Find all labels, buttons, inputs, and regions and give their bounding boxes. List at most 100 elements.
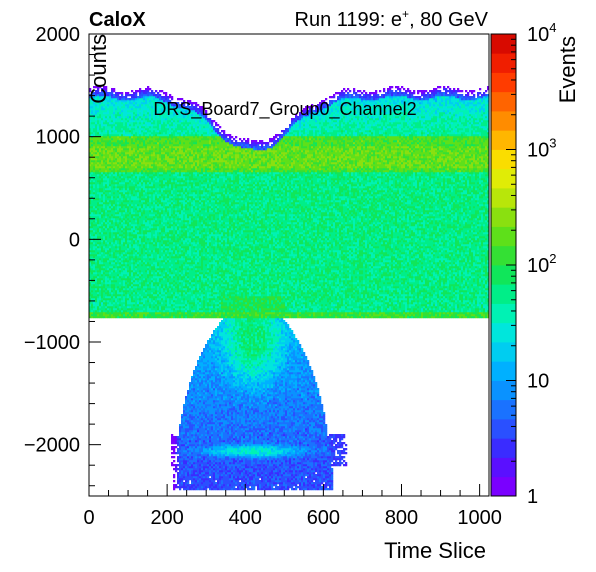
heatmap-cell	[157, 172, 160, 175]
heatmap-cell	[109, 220, 112, 223]
heatmap-cell	[113, 316, 116, 319]
heatmap-cell	[117, 96, 120, 99]
heatmap-cell	[135, 106, 138, 109]
heatmap-cell	[151, 226, 154, 229]
heatmap-cell	[125, 126, 128, 129]
heatmap-cell	[99, 268, 102, 271]
heatmap-cell	[161, 260, 164, 263]
heatmap-cell	[107, 296, 110, 299]
heatmap-cell	[139, 260, 142, 263]
heatmap-cell	[159, 314, 162, 317]
heatmap-cell	[105, 214, 108, 217]
heatmap-cell	[145, 286, 148, 289]
heatmap-cell	[107, 232, 110, 235]
heatmap-cell	[135, 200, 138, 203]
heatmap-cell	[167, 170, 170, 173]
heatmap-cell	[119, 160, 122, 163]
heatmap-cell	[109, 242, 112, 245]
heatmap-cell	[145, 258, 148, 261]
heatmap-cell	[131, 124, 134, 127]
heatmap-cell	[167, 174, 170, 177]
heatmap-cell	[115, 238, 118, 241]
heatmap-cell	[175, 268, 178, 271]
heatmap-cell	[101, 148, 104, 151]
heatmap-cell	[169, 204, 172, 207]
heatmap-cell	[141, 150, 144, 153]
heatmap-cell	[163, 284, 166, 287]
heatmap-cell	[133, 290, 136, 293]
heatmap-cell	[95, 234, 98, 237]
heatmap-cell	[111, 276, 114, 279]
heatmap-cell	[137, 186, 140, 189]
heatmap-cell	[171, 292, 174, 295]
heatmap-cell	[135, 202, 138, 205]
heatmap-cell	[121, 228, 124, 231]
heatmap-cell	[123, 262, 126, 265]
heatmap-cell	[119, 224, 122, 227]
heatmap-cell	[165, 232, 168, 235]
heatmap-cell	[103, 244, 106, 247]
heatmap-cell	[173, 452, 176, 455]
heatmap-cell	[111, 122, 114, 125]
heatmap-cell	[107, 190, 110, 193]
heatmap-cell	[131, 184, 134, 187]
heatmap-cell	[159, 252, 162, 255]
heatmap-cell	[175, 250, 178, 253]
heatmap-cell	[129, 138, 132, 141]
heatmap-cell	[165, 192, 168, 195]
heatmap-cell	[173, 172, 176, 175]
heatmap-cell	[123, 264, 126, 267]
heatmap-cell	[143, 218, 146, 221]
heatmap-cell	[141, 210, 144, 213]
heatmap-cell	[143, 118, 146, 121]
heatmap-cell	[151, 104, 154, 107]
heatmap-cell	[135, 100, 138, 103]
heatmap-cell	[159, 256, 162, 259]
heatmap-cell	[165, 294, 168, 297]
heatmap-cell	[165, 98, 168, 101]
heatmap-cell	[107, 220, 110, 223]
heatmap-cell	[97, 140, 100, 143]
heatmap-cell	[117, 132, 120, 135]
heatmap-cell	[121, 152, 124, 155]
heatmap-cell	[139, 210, 142, 213]
heatmap-cell	[99, 152, 102, 155]
heatmap-cell	[119, 284, 122, 287]
heatmap-cell	[151, 116, 154, 119]
heatmap-cell	[121, 220, 124, 223]
heatmap-cell	[117, 234, 120, 237]
heatmap-cell	[161, 226, 164, 229]
heatmap-cell	[107, 136, 110, 139]
heatmap-cell	[93, 314, 96, 317]
heatmap-cell	[123, 274, 126, 277]
heatmap-cell	[93, 206, 96, 209]
heatmap-cell	[91, 158, 94, 161]
heatmap-cell	[153, 176, 156, 179]
heatmap-cell	[95, 286, 98, 289]
heatmap-cell	[137, 176, 140, 179]
heatmap-cell	[169, 300, 172, 303]
heatmap-cell	[129, 136, 132, 139]
heatmap-cell	[105, 162, 108, 165]
heatmap-cell	[91, 298, 94, 301]
heatmap-cell	[157, 174, 160, 177]
heatmap-cell	[131, 116, 134, 119]
heatmap-cell	[125, 252, 128, 255]
heatmap-cell	[163, 198, 166, 201]
heatmap-cell	[89, 128, 92, 131]
heatmap-cell	[131, 198, 134, 201]
heatmap-cell	[111, 238, 114, 241]
heatmap-cell	[113, 228, 116, 231]
heatmap-cell	[163, 178, 166, 181]
heatmap-cell	[103, 186, 106, 189]
heatmap-cell	[109, 126, 112, 129]
heatmap-cell	[135, 90, 138, 93]
heatmap-cell	[111, 256, 114, 259]
heatmap-cell	[149, 200, 152, 203]
heatmap-cell	[129, 146, 132, 149]
heatmap-cell	[125, 94, 128, 97]
heatmap-cell	[137, 300, 140, 303]
heatmap-cell	[163, 314, 166, 317]
heatmap-cell	[145, 96, 148, 99]
heatmap-cell	[131, 136, 134, 139]
